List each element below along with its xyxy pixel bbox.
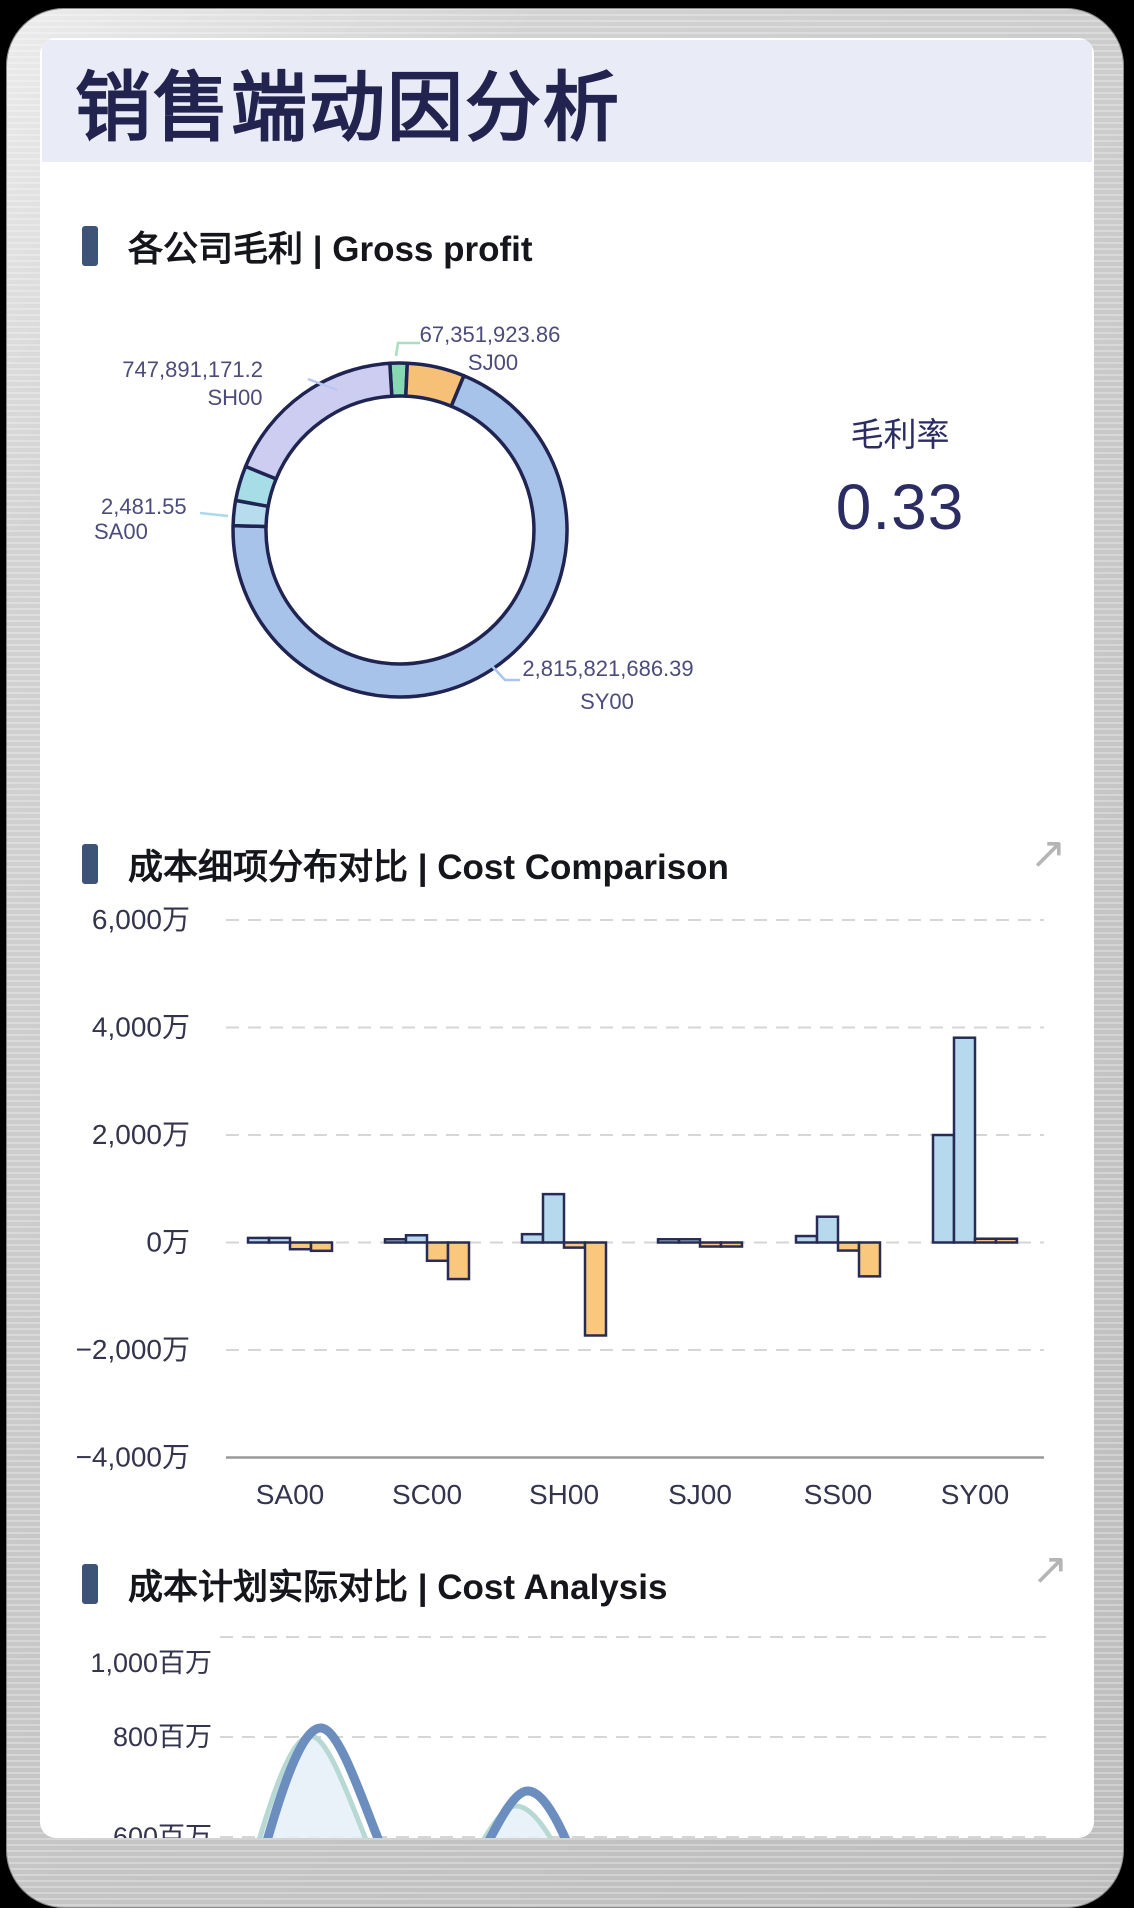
gross-profit-donut-chart[interactable]: 67,351,923.86 SJ00 2,815,821,686.39 SY00 2,4…	[40, 260, 1094, 770]
bar-SH00-orange-2[interactable]	[583, 1241, 608, 1337]
y-axis-tick-label: 4,000万	[92, 1012, 190, 1043]
gross-margin-kpi: 毛利率 0.33	[780, 408, 1020, 544]
bar-SS00-orange-2[interactable]	[857, 1241, 882, 1278]
cost-comparison-bar-chart[interactable]: 6,000万 4,000万 2,000万 0万 −2,000万 −4,000万 SA00 SC…	[40, 900, 1094, 1540]
x-axis-label-SC00: SC00	[392, 1479, 462, 1510]
page-title: 销售端动因分析	[75, 66, 621, 151]
bar-SH00-orange-1[interactable]	[562, 1241, 587, 1249]
donut-label-value-SH00: 747,891,171.2	[122, 357, 263, 382]
donut-slice-SY00[interactable]	[231, 373, 569, 699]
donut-label-value-SA00: 2,481.55	[101, 494, 187, 519]
bar-SY00-orange-1[interactable]	[973, 1237, 998, 1244]
y-axis-tick-label: 0万	[146, 1227, 190, 1258]
x-axis-label-SH00: SH00	[529, 1479, 599, 1510]
section-accent-bar	[82, 226, 98, 266]
donut-label-name-SA00: SA00	[94, 519, 148, 544]
bar-SA00-blue-1[interactable]	[246, 1236, 271, 1244]
cost-analysis-line-chart[interactable]: 1,000百万 800百万 600百万	[40, 1600, 1094, 1838]
donut-label-name-SJ00: SJ00	[468, 350, 518, 375]
y-axis-tick-label: 2,000万	[92, 1119, 190, 1150]
bar-SA00-orange-1[interactable]	[288, 1241, 313, 1251]
expand-icon[interactable]: ↗	[1029, 829, 1067, 878]
x-axis-label-SA00: SA00	[256, 1479, 325, 1510]
bar-SC00-blue-1[interactable]	[383, 1238, 408, 1244]
donut-leader-SA00	[199, 511, 229, 518]
section-header-cost-comparison: 成本细项分布对比 | Cost Comparison	[82, 842, 729, 887]
line-series-actual[interactable]	[240, 1733, 589, 1838]
x-axis-label-SY00: SY00	[941, 1479, 1010, 1510]
bar-SS00-blue-1[interactable]	[794, 1234, 819, 1244]
bar-SA00-orange-2[interactable]	[309, 1241, 334, 1253]
device-frame: 销售端动因分析 各公司毛利 | Gross profit 67,351,923.…	[6, 8, 1124, 1908]
donut-leader-SJ00	[394, 341, 420, 357]
bar-SH00-blue-1[interactable]	[520, 1232, 545, 1244]
bar-SY00-blue-2[interactable]	[952, 1036, 977, 1244]
bar-SC00-blue-2[interactable]	[404, 1233, 429, 1244]
bar-SA00-blue-2[interactable]	[267, 1236, 292, 1244]
section-title: 成本计划实际对比 | Cost Analysis	[128, 1567, 668, 1607]
y-axis-tick-label: 800百万	[113, 1722, 212, 1752]
bar-SY00-blue-1[interactable]	[931, 1133, 956, 1244]
kpi-label: 毛利率	[850, 416, 950, 453]
bar-SJ00-blue-2[interactable]	[677, 1238, 702, 1244]
line-series-plan[interactable]	[249, 1723, 598, 1838]
donut-label-value-SY00: 2,815,821,686.39	[522, 656, 693, 681]
section-accent-bar	[82, 1564, 98, 1604]
bar-SJ00-blue-1[interactable]	[656, 1238, 681, 1244]
donut-label-name-SY00: SY00	[580, 689, 634, 714]
y-axis-tick-label: 1,000百万	[90, 1648, 212, 1678]
y-axis-tick-label: −2,000万	[76, 1334, 190, 1365]
bar-SS00-orange-1[interactable]	[836, 1241, 861, 1252]
bar-SS00-blue-2[interactable]	[815, 1215, 840, 1244]
bar-SH00-blue-2[interactable]	[541, 1192, 566, 1244]
x-axis-label-SJ00: SJ00	[668, 1479, 732, 1510]
section-title: 各公司毛利 | Gross profit	[128, 229, 533, 269]
section-accent-bar	[82, 844, 98, 884]
donut-slice-SH00[interactable]	[243, 361, 394, 481]
y-axis-tick-label: 6,000万	[92, 904, 190, 935]
donut-label-name-SH00: SH00	[207, 385, 262, 410]
bar-SJ00-orange-2[interactable]	[719, 1241, 744, 1248]
y-axis-tick-label: 600百万	[113, 1822, 212, 1838]
bar-SC00-orange-1[interactable]	[425, 1241, 450, 1263]
y-axis-tick-label: −4,000万	[76, 1442, 190, 1473]
donut-leader-SH00	[307, 377, 338, 392]
donut-leader-SY00	[489, 663, 520, 682]
x-axis-label-SS00: SS00	[804, 1479, 873, 1510]
app-screen: 销售端动因分析 各公司毛利 | Gross profit 67,351,923.…	[40, 38, 1094, 1838]
donut-label-value-SJ00: 67,351,923.86	[420, 322, 561, 347]
section-title: 成本细项分布对比 | Cost Comparison	[128, 847, 729, 887]
section-header-gross-profit: 各公司毛利 | Gross profit	[82, 224, 533, 269]
bar-SC00-orange-2[interactable]	[446, 1241, 471, 1281]
app-header: 销售端动因分析	[42, 40, 1092, 162]
kpi-value: 0.33	[835, 471, 965, 543]
bar-SY00-orange-2[interactable]	[994, 1237, 1019, 1244]
bar-SJ00-orange-1[interactable]	[698, 1241, 723, 1248]
section-header-cost-analysis: 成本计划实际对比 | Cost Analysis	[82, 1562, 667, 1607]
expand-icon[interactable]: ↗	[1031, 1545, 1069, 1594]
